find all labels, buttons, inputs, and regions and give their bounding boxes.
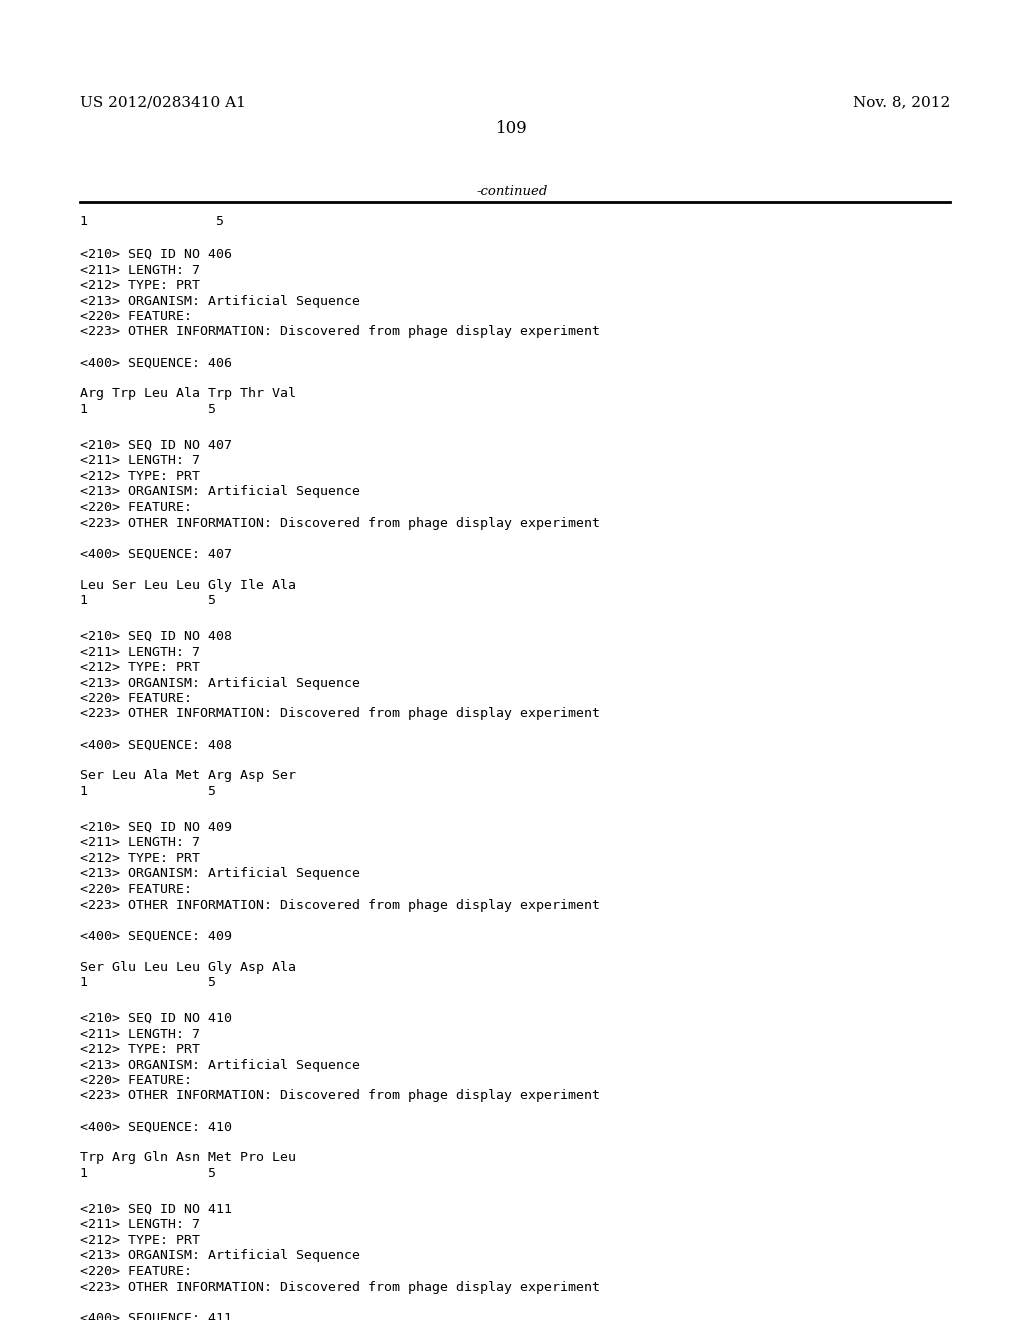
Text: <400> SEQUENCE: 407: <400> SEQUENCE: 407: [80, 548, 232, 561]
Text: <211> LENGTH: 7: <211> LENGTH: 7: [80, 645, 200, 659]
Text: <211> LENGTH: 7: <211> LENGTH: 7: [80, 837, 200, 850]
Text: <223> OTHER INFORMATION: Discovered from phage display experiment: <223> OTHER INFORMATION: Discovered from…: [80, 1089, 600, 1102]
Text: <223> OTHER INFORMATION: Discovered from phage display experiment: <223> OTHER INFORMATION: Discovered from…: [80, 899, 600, 912]
Text: <212> TYPE: PRT: <212> TYPE: PRT: [80, 661, 200, 675]
Text: <211> LENGTH: 7: <211> LENGTH: 7: [80, 454, 200, 467]
Text: <213> ORGANISM: Artificial Sequence: <213> ORGANISM: Artificial Sequence: [80, 486, 360, 499]
Text: Ser Glu Leu Leu Gly Asp Ala: Ser Glu Leu Leu Gly Asp Ala: [80, 961, 296, 974]
Text: <210> SEQ ID NO 408: <210> SEQ ID NO 408: [80, 630, 232, 643]
Text: 1               5: 1 5: [80, 785, 216, 799]
Text: <400> SEQUENCE: 408: <400> SEQUENCE: 408: [80, 738, 232, 751]
Text: <212> TYPE: PRT: <212> TYPE: PRT: [80, 1043, 200, 1056]
Text: <210> SEQ ID NO 410: <210> SEQ ID NO 410: [80, 1012, 232, 1026]
Text: <220> FEATURE:: <220> FEATURE:: [80, 692, 193, 705]
Text: <211> LENGTH: 7: <211> LENGTH: 7: [80, 1218, 200, 1232]
Text: <223> OTHER INFORMATION: Discovered from phage display experiment: <223> OTHER INFORMATION: Discovered from…: [80, 1280, 600, 1294]
Text: 1               5: 1 5: [80, 594, 216, 607]
Text: <213> ORGANISM: Artificial Sequence: <213> ORGANISM: Artificial Sequence: [80, 294, 360, 308]
Text: 109: 109: [496, 120, 528, 137]
Text: <212> TYPE: PRT: <212> TYPE: PRT: [80, 279, 200, 292]
Text: US 2012/0283410 A1: US 2012/0283410 A1: [80, 95, 246, 110]
Text: <220> FEATURE:: <220> FEATURE:: [80, 883, 193, 896]
Text: <220> FEATURE:: <220> FEATURE:: [80, 310, 193, 323]
Text: <210> SEQ ID NO 406: <210> SEQ ID NO 406: [80, 248, 232, 261]
Text: <400> SEQUENCE: 410: <400> SEQUENCE: 410: [80, 1121, 232, 1134]
Text: <223> OTHER INFORMATION: Discovered from phage display experiment: <223> OTHER INFORMATION: Discovered from…: [80, 708, 600, 721]
Text: Ser Leu Ala Met Arg Asp Ser: Ser Leu Ala Met Arg Asp Ser: [80, 770, 296, 783]
Text: <211> LENGTH: 7: <211> LENGTH: 7: [80, 264, 200, 276]
Text: <223> OTHER INFORMATION: Discovered from phage display experiment: <223> OTHER INFORMATION: Discovered from…: [80, 516, 600, 529]
Text: 1                5: 1 5: [80, 215, 224, 228]
Text: Arg Trp Leu Ala Trp Thr Val: Arg Trp Leu Ala Trp Thr Val: [80, 388, 296, 400]
Text: -continued: -continued: [476, 185, 548, 198]
Text: <213> ORGANISM: Artificial Sequence: <213> ORGANISM: Artificial Sequence: [80, 1250, 360, 1262]
Text: <213> ORGANISM: Artificial Sequence: <213> ORGANISM: Artificial Sequence: [80, 867, 360, 880]
Text: Leu Ser Leu Leu Gly Ile Ala: Leu Ser Leu Leu Gly Ile Ala: [80, 578, 296, 591]
Text: <210> SEQ ID NO 407: <210> SEQ ID NO 407: [80, 440, 232, 451]
Text: <400> SEQUENCE: 406: <400> SEQUENCE: 406: [80, 356, 232, 370]
Text: <400> SEQUENCE: 409: <400> SEQUENCE: 409: [80, 929, 232, 942]
Text: <212> TYPE: PRT: <212> TYPE: PRT: [80, 1234, 200, 1247]
Text: <220> FEATURE:: <220> FEATURE:: [80, 1265, 193, 1278]
Text: <213> ORGANISM: Artificial Sequence: <213> ORGANISM: Artificial Sequence: [80, 1059, 360, 1072]
Text: <212> TYPE: PRT: <212> TYPE: PRT: [80, 851, 200, 865]
Text: 1               5: 1 5: [80, 975, 216, 989]
Text: 1               5: 1 5: [80, 403, 216, 416]
Text: Nov. 8, 2012: Nov. 8, 2012: [853, 95, 950, 110]
Text: <212> TYPE: PRT: <212> TYPE: PRT: [80, 470, 200, 483]
Text: <210> SEQ ID NO 409: <210> SEQ ID NO 409: [80, 821, 232, 834]
Text: <211> LENGTH: 7: <211> LENGTH: 7: [80, 1027, 200, 1040]
Text: <220> FEATURE:: <220> FEATURE:: [80, 1074, 193, 1086]
Text: <213> ORGANISM: Artificial Sequence: <213> ORGANISM: Artificial Sequence: [80, 676, 360, 689]
Text: 1               5: 1 5: [80, 1167, 216, 1180]
Text: <210> SEQ ID NO 411: <210> SEQ ID NO 411: [80, 1203, 232, 1216]
Text: <223> OTHER INFORMATION: Discovered from phage display experiment: <223> OTHER INFORMATION: Discovered from…: [80, 326, 600, 338]
Text: <400> SEQUENCE: 411: <400> SEQUENCE: 411: [80, 1312, 232, 1320]
Text: <220> FEATURE:: <220> FEATURE:: [80, 502, 193, 513]
Text: Trp Arg Gln Asn Met Pro Leu: Trp Arg Gln Asn Met Pro Leu: [80, 1151, 296, 1164]
